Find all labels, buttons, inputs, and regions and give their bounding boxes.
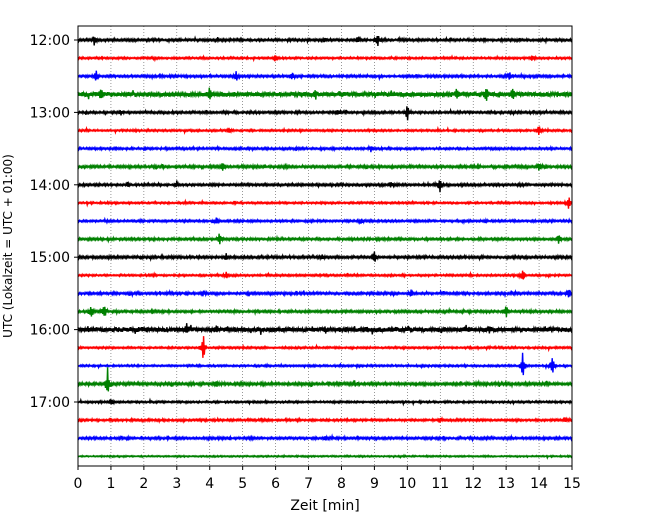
- trace-1415: [77, 197, 573, 209]
- x-tick-label-14: 14: [530, 476, 548, 492]
- x-tick-label-9: 9: [370, 476, 379, 492]
- y-axis-label: UTC (Lokalzeit = UTC + 01:00): [1, 154, 15, 338]
- trace-1245: [77, 87, 573, 101]
- x-tick-label-5: 5: [238, 476, 247, 492]
- trace-1330: [77, 144, 573, 153]
- trace-1215: [77, 54, 573, 63]
- trace-1300: [77, 106, 573, 121]
- x-tick-label-15: 15: [563, 476, 581, 492]
- vertical-gridlines: [110, 26, 540, 466]
- trace-1315: [77, 125, 573, 136]
- x-axis-label: Zeit [min]: [290, 498, 359, 514]
- x-tick-label-11: 11: [431, 476, 449, 492]
- x-tick-label-8: 8: [337, 476, 346, 492]
- trace-1230: [77, 70, 573, 82]
- trace-1400: [77, 180, 573, 193]
- y-tick-label-1500: 15:00: [30, 250, 70, 266]
- trace-1200: [77, 35, 573, 47]
- trace-1515: [77, 270, 573, 280]
- y-tick-label-1300: 13:00: [30, 105, 70, 121]
- x-tick-label-6: 6: [271, 476, 280, 492]
- trace-1345: [77, 162, 573, 171]
- x-tick-label-2: 2: [139, 476, 148, 492]
- trace-1745: [77, 453, 573, 460]
- trace-1615: [77, 336, 573, 358]
- y-axis-ticks: 12:00 13:00 14:00 15:00 16:00 17:00: [30, 33, 78, 411]
- x-tick-label-13: 13: [497, 476, 515, 492]
- trace-1500: [77, 251, 573, 262]
- trace-1530: [77, 288, 573, 299]
- y-tick-label-1400: 14:00: [30, 178, 70, 194]
- x-tick-label-7: 7: [304, 476, 313, 492]
- trace-1445: [77, 233, 573, 245]
- x-tick-label-10: 10: [398, 476, 416, 492]
- x-tick-label-0: 0: [74, 476, 83, 492]
- x-tick-label-12: 12: [464, 476, 482, 492]
- x-tick-label-3: 3: [172, 476, 181, 492]
- trace-1430: [77, 216, 573, 226]
- y-tick-label-1600: 16:00: [30, 323, 70, 339]
- trace-1715: [77, 416, 573, 424]
- trace-1600: [77, 323, 573, 335]
- x-axis-ticks: 0 1 2 3 4 5 6 7 8 9 10 11 12 13 14 15: [74, 466, 581, 492]
- x-tick-label-1: 1: [106, 476, 115, 492]
- trace-1730: [77, 433, 573, 443]
- trace-1700: [77, 397, 573, 407]
- plot-frame: [77, 25, 573, 467]
- x-tick-label-4: 4: [205, 476, 214, 492]
- y-tick-label-1200: 12:00: [30, 33, 70, 49]
- trace-1630: [77, 352, 573, 376]
- trace-1545: [77, 306, 573, 317]
- seismic-traces: [77, 35, 573, 460]
- trace-1645: [77, 367, 573, 392]
- y-tick-label-1700: 17:00: [30, 395, 70, 411]
